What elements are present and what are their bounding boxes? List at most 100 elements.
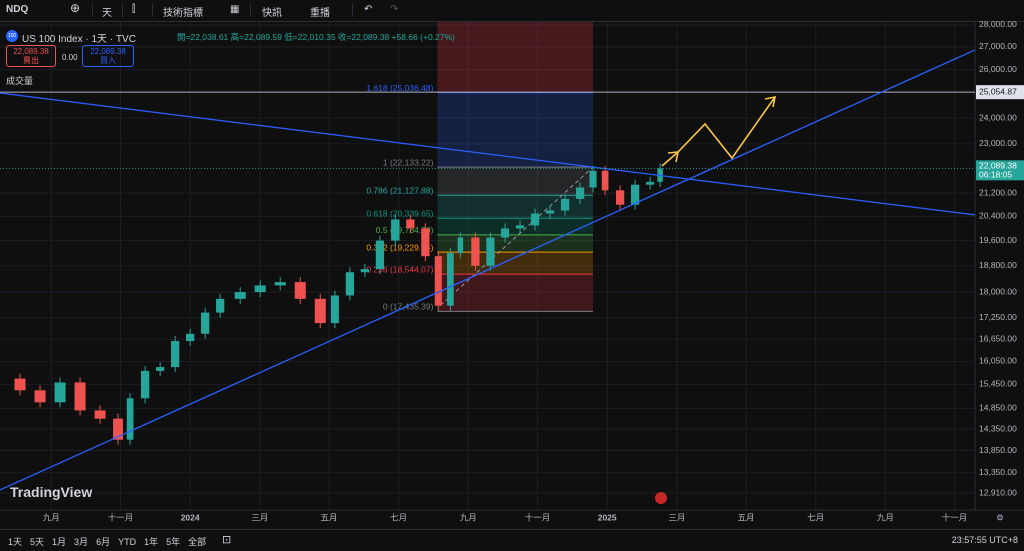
candle [601,170,609,191]
y-tick-label: 21,200.00 [979,187,1017,197]
x-tick-label: 七月 [390,512,407,522]
y-tick-label: 16,050.00 [979,356,1017,366]
price-tag [976,85,1024,100]
arrow-head [764,95,777,108]
undo[interactable]: ↶ [364,4,373,15]
spread: 0.00 [62,53,78,62]
fib-label: 1 (22,133.22) [383,157,434,167]
y-tick-label: 12,910.00 [979,487,1017,497]
candle [375,240,385,270]
range-button[interactable]: YTD [118,537,137,547]
interval[interactable]: 天 [102,8,112,19]
candle [545,210,555,214]
toolbar [0,0,1024,22]
candle [274,282,286,286]
sell-price: 22,089.38 [13,47,49,56]
chart-type[interactable]: ⫿ [132,4,136,15]
separator [122,3,123,17]
range-button[interactable]: 全部 [188,537,207,547]
bottom-bar [0,529,1024,551]
range-button[interactable]: 1月 [52,537,67,547]
redo[interactable]: ↷ [390,4,399,15]
buy-label: 買入 [100,56,116,65]
candle [360,269,370,273]
range-buttons: 1天 5天 1月 3月 6月 YTD 1年 5年 全部 [8,535,214,548]
candle [294,282,306,299]
fib-label: 0 (17,435.39) [383,302,434,312]
y-tick-label: 27,000.00 [979,41,1017,51]
y-tick-label: 14,850.00 [979,403,1017,413]
x-tick-label: 2025 [598,512,617,522]
y-tick-label: 15,450.00 [979,379,1017,389]
ohlc: 開=22,038.61 高=22,089.59 低=22,010.35 收=22… [177,32,455,42]
y-tick-label: 28,000.00 [979,19,1017,29]
layouts[interactable]: ▦ [230,4,240,15]
event-icon [655,492,667,504]
y-tick-label: 16,650.00 [979,333,1017,343]
arrow-head [667,151,679,163]
range-button[interactable]: 6月 [96,537,111,547]
candle [589,170,597,188]
x-tick-label: 十一月 [525,512,551,522]
y-tick-label: 13,350.00 [979,467,1017,477]
candle [234,292,246,299]
replay[interactable]: 重播 [310,8,330,19]
range-button[interactable]: 1年 [144,537,159,547]
range-button[interactable]: 5天 [30,537,45,547]
fib-label: 0.382 (19,229.94) [366,242,433,252]
separator [352,3,353,17]
last-price-tag [976,160,1024,181]
y-tick-label: 13,850.00 [979,445,1017,455]
add-symbol[interactable]: ⊕ [70,1,81,15]
y-tick-label: 23,000.00 [979,138,1017,148]
candle [457,237,464,254]
x-tick-label: 2024 [181,512,200,522]
buy-button[interactable]: 22,089.38 買入 [82,45,134,67]
fib-label: 1.618 (25,036.48) [366,83,433,93]
candle [126,398,134,440]
candle [486,237,495,266]
symbol-search[interactable]: NDQ [6,4,29,15]
candle [186,333,195,342]
sell-label: 賣出 [23,56,39,65]
candle [113,418,123,440]
candle [345,272,355,296]
candle [140,370,150,399]
x-tick-label: 五月 [321,512,338,522]
separator [152,3,153,17]
fib-zone [437,92,594,168]
fib-zone [437,218,594,235]
y-tick-label: 20,400.00 [979,211,1017,221]
fib-label: 0.618 (20,339.65) [366,208,433,218]
candle [254,285,266,293]
candle [406,219,415,229]
separator [92,3,93,17]
sell-button[interactable]: 22,089.38 賣出 [6,45,56,67]
candle [471,237,480,266]
y-tick-label: 19,600.00 [979,235,1017,245]
trendline [0,49,976,491]
goto-date[interactable]: ⊡ [222,534,232,546]
candle [646,181,655,185]
candle [434,256,442,306]
y-tick-label: 26,000.00 [979,64,1017,74]
symbol-logo: 100 [6,30,18,42]
fib-label: 0.786 (21,127.88) [366,185,433,195]
candle [14,378,26,391]
projection-arrow [661,96,776,167]
range-button[interactable]: 5年 [166,537,181,547]
x-tick-label: 三月 [251,512,268,522]
range-button[interactable]: 3月 [74,537,89,547]
fib-zone [437,195,594,219]
alerts[interactable]: 快訊 [262,8,282,19]
y-tick-label: 17,250.00 [979,312,1017,322]
price-tag-label: 25,054.87 [979,86,1017,96]
candle [615,190,625,205]
candle [171,341,180,368]
fib-label: 0.236 (18,544.07) [366,264,433,274]
range-button[interactable]: 1天 [8,537,23,547]
y-tick-label: 18,000.00 [979,286,1017,296]
candle [515,225,525,229]
fib-zone [437,167,594,196]
indicators[interactable]: 技術指標 [163,8,203,19]
